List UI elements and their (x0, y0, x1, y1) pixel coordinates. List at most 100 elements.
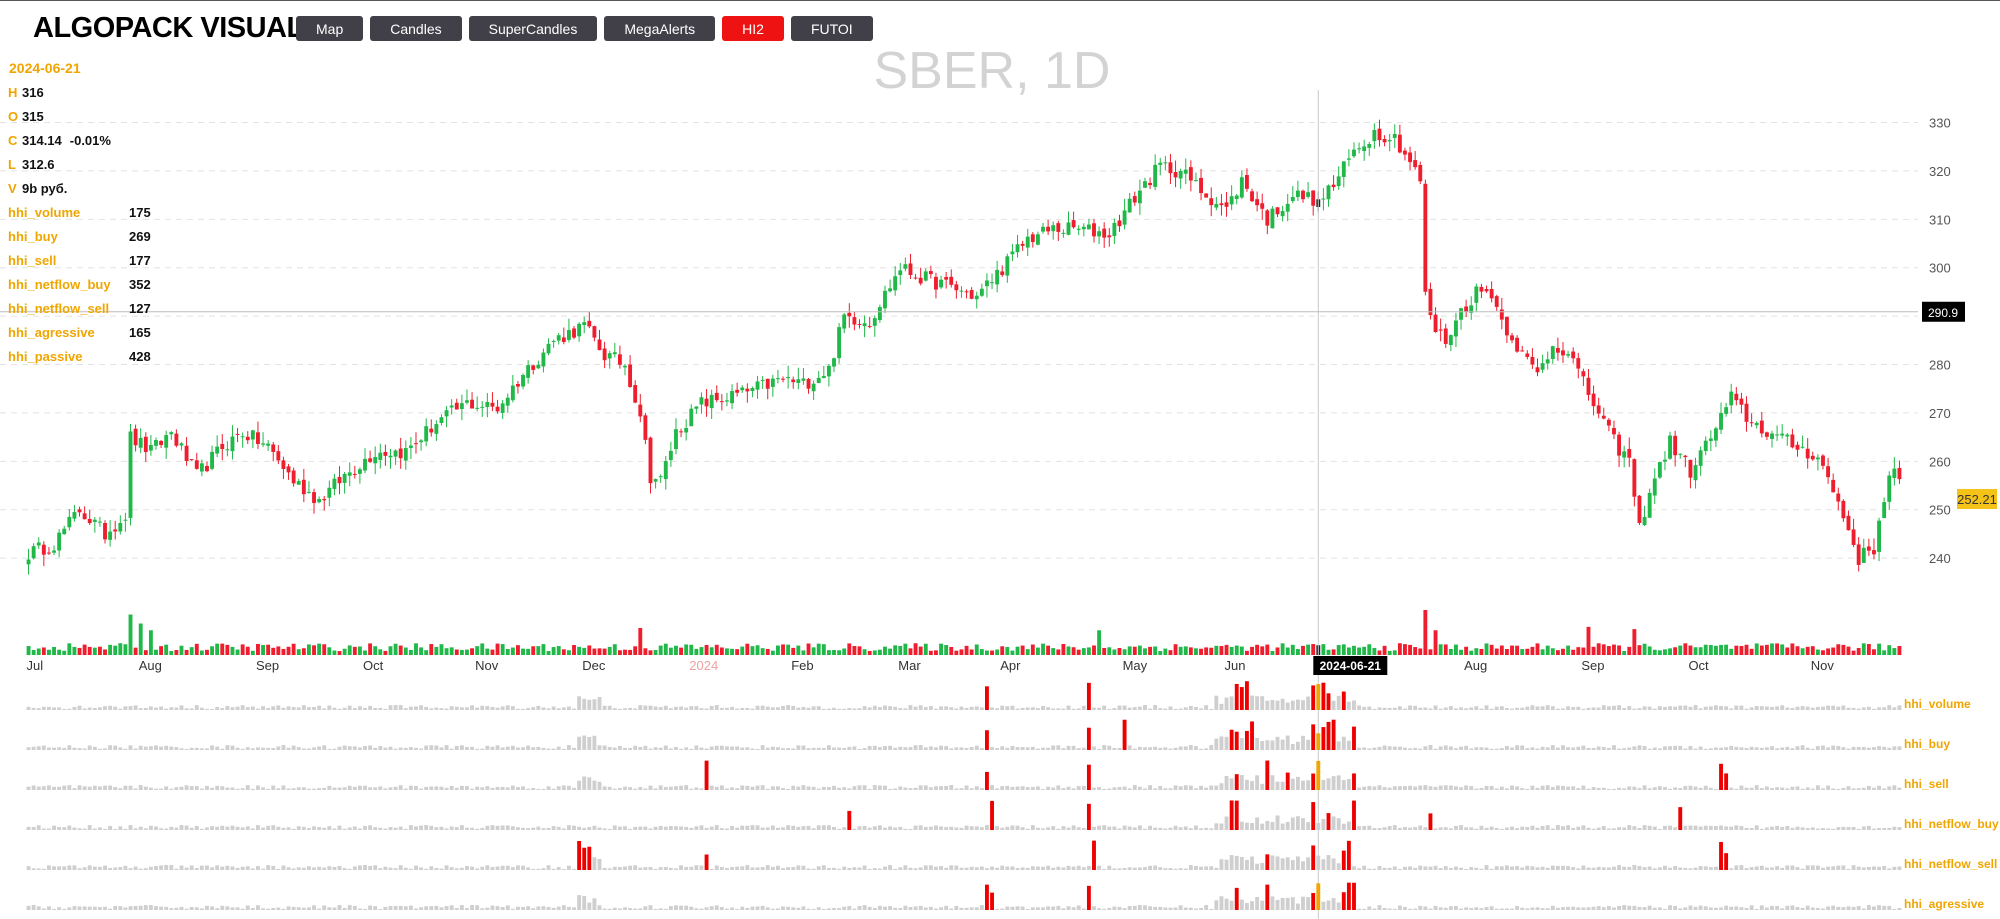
hhi-bar (1673, 745, 1678, 750)
hhi-bar (1372, 708, 1377, 710)
hhi-bar (1010, 705, 1015, 710)
hhi-bar (266, 825, 271, 830)
hhi-bar (1117, 868, 1122, 870)
candle-body (97, 521, 102, 523)
hhi-bar (1856, 708, 1861, 710)
hhi-bar (159, 906, 164, 910)
candle-body (352, 473, 357, 475)
legend-hhi-buy-value: 269 (129, 229, 151, 244)
hhi-bar (1459, 707, 1463, 710)
hhi-bar (1275, 899, 1280, 910)
hhi-bar (388, 906, 393, 910)
hhi-bar (847, 905, 852, 910)
hhi-bar (1749, 746, 1754, 750)
hhi-bar (1331, 858, 1336, 870)
hhi-bar (1739, 865, 1744, 870)
hhi-bar (271, 706, 276, 710)
candle-body (154, 440, 158, 446)
hhi-bar (230, 866, 235, 870)
hhi-bar (1454, 825, 1458, 830)
hhi-bar (82, 748, 87, 750)
hhi-bar (1306, 897, 1311, 910)
hhi-bar (689, 706, 694, 710)
hhi-bar (1285, 702, 1290, 710)
hhi-bar (1153, 827, 1158, 830)
hhi-bar (770, 786, 775, 790)
hhi-bar (679, 826, 684, 830)
legend-date: 2024-06-21 (9, 60, 81, 76)
hhi-bar (1663, 825, 1667, 830)
hhi-bar (633, 865, 638, 870)
hhi-bar (679, 785, 684, 790)
hhi-bar (816, 706, 821, 710)
hhi-bar (521, 827, 525, 830)
candle-body (709, 394, 714, 409)
hhi-bar (811, 908, 816, 910)
volume-bar (485, 648, 490, 655)
hhi-bar (745, 907, 750, 910)
nav-futoi-button[interactable]: FUTOI (790, 16, 873, 41)
hhi-bar (490, 905, 495, 910)
candle-body (57, 532, 62, 551)
hhi-bar (913, 706, 918, 710)
candle-body (842, 314, 847, 329)
nav-hi2-button[interactable]: HI2 (722, 16, 784, 41)
hhi-bar (388, 746, 393, 750)
hhi-bar (1744, 868, 1749, 870)
hhi-bar (1102, 788, 1107, 790)
hhi-bar (949, 707, 954, 710)
hhi-bar (1810, 788, 1815, 790)
volume-bar (1647, 646, 1652, 655)
hhi-bar (1326, 900, 1331, 910)
nav-map-button[interactable]: Map (296, 16, 364, 41)
hhi-bar (1831, 828, 1836, 830)
nav-megaalerts-button[interactable]: MegaAlerts (604, 16, 716, 41)
hhi-bar (250, 828, 255, 830)
hhi-bar (786, 825, 791, 830)
hhi-bar (1097, 908, 1102, 910)
hhi-bar (628, 748, 633, 750)
hhi-bar (444, 828, 449, 830)
volume-bar (811, 647, 816, 655)
hhi-bar (1173, 907, 1178, 910)
nav-candles-button[interactable]: Candles (370, 16, 462, 41)
hhi-bar (1418, 707, 1423, 710)
hhi-bar (1158, 747, 1163, 750)
hhi-bar (67, 745, 72, 750)
hhi-bar (826, 825, 831, 830)
hhi-bar (1392, 746, 1397, 750)
candle-body (1515, 337, 1520, 352)
hhi-bar (490, 867, 495, 870)
volume-bar (480, 643, 485, 655)
hhi-bar (1617, 748, 1622, 750)
hhi-bar (1403, 826, 1407, 830)
hhi-bar (883, 906, 887, 910)
x-axis-month-label: Feb (791, 658, 813, 673)
hhi-bar (633, 908, 638, 910)
candle-body (704, 398, 709, 407)
hhi-bar (877, 747, 882, 750)
hhi-bar (485, 706, 490, 710)
hhi-bar (862, 748, 867, 750)
hhi-bar (857, 748, 862, 750)
candle-body (1897, 467, 1902, 480)
hhi-bar (133, 705, 138, 710)
hhi-bar (867, 827, 872, 830)
volume-bar (1112, 649, 1117, 655)
volume-bar (1821, 650, 1825, 655)
hhi-bar (1836, 706, 1841, 710)
legend-hhi-passive-value: 428 (129, 349, 151, 364)
hhi-bar (210, 826, 215, 830)
hhi-bar (1071, 866, 1076, 870)
hhi-bar (928, 826, 933, 830)
hhi-bar (1622, 905, 1627, 910)
volume-bar (893, 645, 898, 655)
volume-bar (1168, 650, 1173, 655)
nav-supercandles-button[interactable]: SuperCandles (468, 16, 598, 41)
hhi-bar (607, 746, 612, 750)
hhi-bar (306, 707, 311, 710)
volume-bar (974, 644, 979, 655)
hhi-bar (1316, 733, 1321, 750)
candle-body (1250, 191, 1254, 202)
